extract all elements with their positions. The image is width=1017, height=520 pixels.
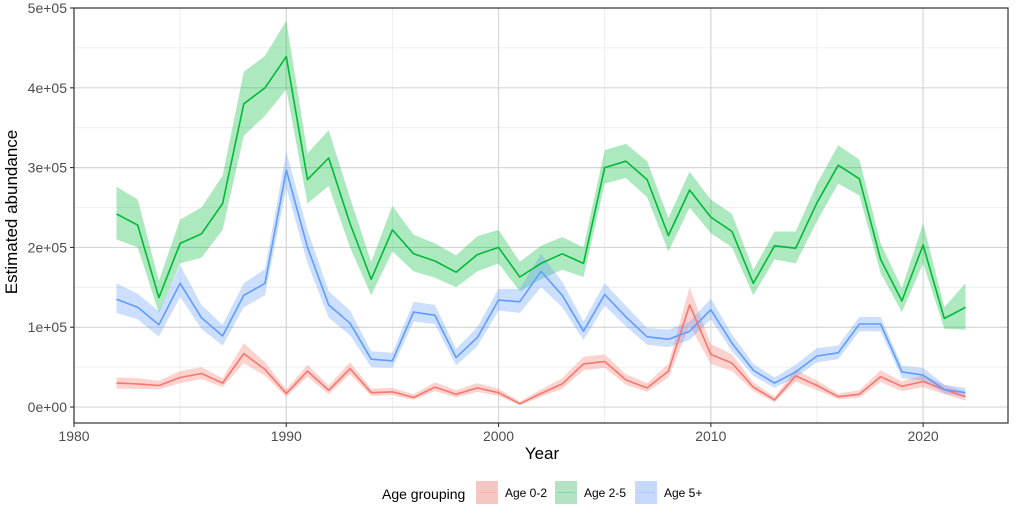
legend-key-3 <box>635 481 657 504</box>
x-tick-label: 2010 <box>695 428 726 444</box>
legend-key-1 <box>476 481 498 504</box>
y-axis-title: Estimated abundance <box>2 130 21 294</box>
y-tick-label: 1e+05 <box>28 319 68 335</box>
y-tick-label: 0e+00 <box>28 399 68 415</box>
x-tick-label: 1990 <box>271 428 302 444</box>
line-series-3 <box>116 169 966 394</box>
series-lines <box>116 55 966 405</box>
band-series-2 <box>116 20 966 330</box>
legend-items: Age 0-2 Age 2-5 Age 5+ <box>476 481 702 504</box>
axis-ticks <box>70 7 924 427</box>
legend-title: Age grouping <box>382 486 465 502</box>
y-tick-label: 5e+05 <box>28 0 68 16</box>
legend-key-2 <box>555 481 577 504</box>
axis-tick-labels: 1980 1990 2000 2010 2020 0e+00 1e+05 2e+05 3e+05… <box>28 0 939 444</box>
grid-lines <box>73 7 1008 423</box>
legend-label-1: Age 0-2 <box>505 486 547 500</box>
band-series-3 <box>116 151 966 398</box>
y-tick-label: 2e+05 <box>28 239 68 255</box>
legend-label-2: Age 2-5 <box>584 486 626 500</box>
line-series-1 <box>116 304 966 405</box>
confidence-bands <box>116 20 966 406</box>
y-tick-label: 3e+05 <box>28 160 68 176</box>
x-tick-label: 2020 <box>908 428 939 444</box>
x-tick-label: 1980 <box>58 428 89 444</box>
plot-panel-border <box>73 7 1009 424</box>
x-tick-label: 2000 <box>483 428 514 444</box>
legend: Age grouping Age 0-2 Age 2-5 Age 5+ <box>382 481 702 504</box>
x-axis-title: Year <box>525 444 560 463</box>
legend-label-3: Age 5+ <box>664 486 702 500</box>
line-series-2 <box>116 55 966 320</box>
y-tick-label: 4e+05 <box>28 80 68 96</box>
